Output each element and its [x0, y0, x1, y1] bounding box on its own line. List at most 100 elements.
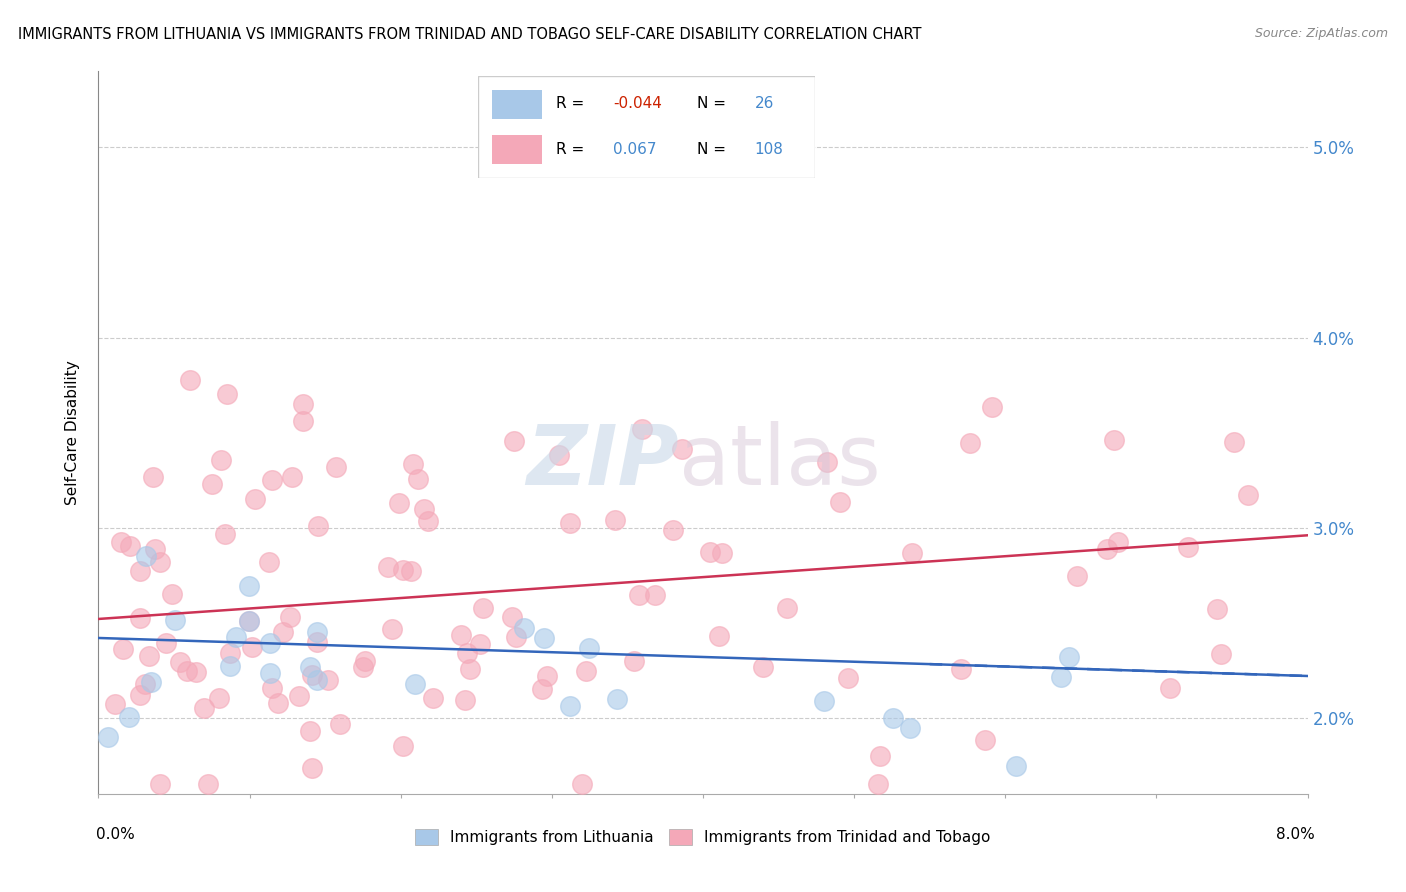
- Point: [1211, 648, 1233, 662]
- Text: atlas: atlas: [679, 421, 880, 502]
- Point: [329, 717, 352, 731]
- Text: 8.0%: 8.0%: [1275, 827, 1315, 841]
- Point: [1095, 542, 1118, 557]
- Point: [468, 637, 491, 651]
- Point: [325, 459, 347, 474]
- Point: [454, 693, 477, 707]
- Point: [662, 523, 685, 537]
- Point: [307, 625, 329, 640]
- Point: [103, 697, 125, 711]
- Point: [149, 777, 172, 791]
- Point: [259, 666, 281, 681]
- Point: [571, 777, 593, 791]
- Point: [278, 610, 301, 624]
- Text: 0.0%: 0.0%: [96, 827, 135, 841]
- Point: [671, 442, 693, 456]
- Text: N =: N =: [697, 96, 727, 111]
- Point: [352, 660, 374, 674]
- Point: [399, 564, 422, 578]
- Point: [1057, 649, 1080, 664]
- Text: Source: ZipAtlas.com: Source: ZipAtlas.com: [1254, 27, 1388, 40]
- Point: [776, 600, 799, 615]
- Point: [138, 649, 160, 664]
- Point: [1159, 681, 1181, 695]
- Point: [354, 654, 377, 668]
- Point: [238, 614, 260, 628]
- Point: [139, 675, 162, 690]
- Point: [214, 527, 236, 541]
- Point: [143, 541, 166, 556]
- Point: [201, 476, 224, 491]
- Point: [502, 434, 524, 448]
- Point: [291, 397, 314, 411]
- Point: [644, 588, 666, 602]
- Point: [1177, 540, 1199, 554]
- Text: -0.044: -0.044: [613, 96, 662, 111]
- Point: [288, 689, 311, 703]
- Point: [882, 711, 904, 725]
- Point: [118, 710, 141, 724]
- Text: R =: R =: [555, 142, 583, 157]
- Point: [301, 761, 323, 775]
- Point: [316, 673, 339, 687]
- Point: [128, 611, 150, 625]
- Point: [406, 472, 429, 486]
- Point: [548, 448, 571, 462]
- Point: [813, 694, 835, 708]
- Text: 108: 108: [755, 142, 783, 157]
- Point: [531, 681, 554, 696]
- Point: [980, 400, 1002, 414]
- Point: [128, 565, 150, 579]
- Point: [1206, 601, 1229, 615]
- Point: [305, 635, 328, 649]
- Point: [536, 669, 558, 683]
- Point: [418, 514, 440, 528]
- Point: [1005, 758, 1028, 772]
- Point: [627, 589, 650, 603]
- Point: [111, 642, 134, 657]
- Point: [217, 386, 239, 401]
- Point: [450, 628, 472, 642]
- Point: [259, 636, 281, 650]
- Point: [898, 721, 921, 735]
- Point: [307, 518, 329, 533]
- Point: [381, 622, 404, 636]
- Point: [575, 665, 598, 679]
- Point: [472, 601, 495, 615]
- Point: [973, 732, 995, 747]
- Point: [271, 625, 294, 640]
- Point: [402, 458, 425, 472]
- Point: [1066, 569, 1088, 583]
- Point: [560, 516, 582, 530]
- Point: [456, 646, 478, 660]
- Point: [630, 422, 652, 436]
- Point: [377, 559, 399, 574]
- Y-axis label: Self-Care Disability: Self-Care Disability: [65, 360, 80, 505]
- Point: [830, 495, 852, 509]
- Point: [501, 610, 523, 624]
- Point: [118, 539, 141, 553]
- Point: [298, 660, 321, 674]
- Point: [240, 640, 263, 655]
- Point: [606, 691, 628, 706]
- Point: [219, 659, 242, 673]
- Point: [578, 641, 600, 656]
- Point: [837, 671, 859, 685]
- Point: [281, 470, 304, 484]
- Point: [298, 724, 321, 739]
- Point: [209, 453, 232, 467]
- Point: [110, 535, 132, 549]
- Point: [505, 630, 527, 644]
- Point: [558, 698, 581, 713]
- Point: [815, 454, 838, 468]
- Point: [155, 636, 177, 650]
- Point: [267, 697, 290, 711]
- Point: [97, 731, 120, 745]
- Point: [305, 673, 328, 687]
- Point: [458, 662, 481, 676]
- Legend: Immigrants from Lithuania, Immigrants from Trinidad and Tobago: Immigrants from Lithuania, Immigrants fr…: [409, 823, 997, 851]
- Text: N =: N =: [697, 142, 727, 157]
- Point: [225, 630, 247, 644]
- Point: [243, 491, 266, 506]
- Point: [238, 580, 260, 594]
